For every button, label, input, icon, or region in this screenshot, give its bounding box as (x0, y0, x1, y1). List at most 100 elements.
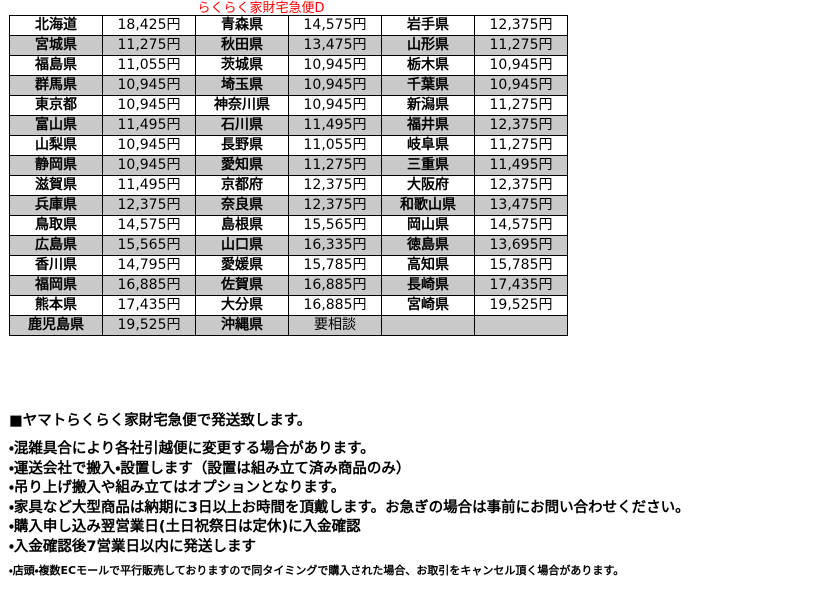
table-cell-price: 12,375円 (288, 195, 382, 216)
note-item: ・混雑具合により各社引越便に変更する場合があります。 (9, 441, 375, 457)
table-cell-prefecture: 千葉県 (381, 75, 475, 96)
table-cell-prefecture: 奈良県 (195, 195, 289, 216)
table-cell-price: 12,375円 (474, 15, 568, 36)
table-cell-prefecture: 埼玉県 (195, 75, 289, 96)
table-cell-prefecture: 和歌山県 (381, 195, 475, 216)
table-cell-price: 16,885円 (102, 275, 196, 296)
table-cell-prefecture: 京都府 (195, 175, 289, 196)
table-cell-price: 12,375円 (288, 175, 382, 196)
table-cell-prefecture: 広島県 (9, 235, 103, 256)
table-cell-prefecture: 福井県 (381, 115, 475, 136)
table-cell-price: 14,575円 (288, 15, 382, 36)
table-cell-prefecture: 鹿児島県 (9, 315, 103, 336)
table-row: 福岡県 16,885円 佐賀県 16,885円 長崎県 17,435円 (9, 275, 568, 296)
table-cell-price: 11,495円 (102, 115, 196, 136)
table-cell-prefecture: 愛知県 (195, 155, 289, 176)
table-cell-prefecture: 青森県 (195, 15, 289, 36)
table-cell-price: 11,495円 (102, 175, 196, 196)
table-cell-prefecture: 新潟県 (381, 95, 475, 116)
table-cell-prefecture: 栃木県 (381, 55, 475, 76)
table-cell-price: 16,335円 (288, 235, 382, 256)
table-cell-price: 14,795円 (102, 255, 196, 276)
table-cell-price: 10,945円 (474, 55, 568, 76)
table-cell-price: 13,475円 (288, 35, 382, 56)
table-cell-price: 16,885円 (288, 275, 382, 296)
table-cell-prefecture: 島根県 (195, 215, 289, 236)
table-cell-price: 10,945円 (288, 95, 382, 116)
table-cell-price: 12,375円 (474, 175, 568, 196)
table-row: 山梨県 10,945円 長野県 11,055円 岐阜県 11,275円 (9, 135, 568, 156)
table-cell-prefecture: 岡山県 (381, 215, 475, 236)
table-row: 熊本県 17,435円 大分県 16,885円 宮崎県 19,525円 (9, 295, 568, 316)
table-cell-price: 11,275円 (288, 155, 382, 176)
table-row: 鳥取県 14,575円 島根県 15,565円 岡山県 14,575円 (9, 215, 568, 236)
table-row: 広島県 15,565円 山口県 16,335円 徳島県 13,695円 (9, 235, 568, 256)
shipping-notes: ■ヤマトらくらく家財宅急便で発送致します。 ・混雑具合により各社引越便に変更する… (9, 410, 809, 589)
table-cell-prefecture: 福岡県 (9, 275, 103, 296)
note-item: ・吊り上げ搬入や組み立てはオプションとなります。 (9, 480, 346, 496)
table-cell-price: 10,945円 (102, 135, 196, 156)
table-cell-prefecture: 高知県 (381, 255, 475, 276)
table-cell-prefecture: 群馬県 (9, 75, 103, 96)
notes-heading: ■ヤマトらくらく家財宅急便で発送致します。 (9, 413, 312, 429)
table-row: 福島県 11,055円 茨城県 10,945円 栃木県 10,945円 (9, 55, 568, 76)
table-row: 北海道 18,425円 青森県 14,575円 岩手県 12,375円 (9, 15, 568, 36)
table-cell-price: 12,375円 (474, 115, 568, 136)
table-row: 香川県 14,795円 愛媛県 15,785円 高知県 15,785円 (9, 255, 568, 276)
table-cell-price: 11,275円 (474, 35, 568, 56)
table-cell-price: 10,945円 (102, 75, 196, 96)
table-cell-price: 11,055円 (288, 135, 382, 156)
table-cell-prefecture: 兵庫県 (9, 195, 103, 216)
note-item: ・運送会社で搬入・設置します（設置は組み立て済み商品のみ） (9, 460, 411, 477)
table-cell-prefecture: 徳島県 (381, 235, 475, 256)
notes-list: ・混雑具合により各社引越便に変更する場合があります。・運送会社で搬入・設置します… (9, 440, 809, 557)
table-row: 東京都 10,945円 神奈川県 10,945円 新潟県 11,275円 (9, 95, 568, 116)
table-cell-prefecture: 香川県 (9, 255, 103, 276)
table-cell-prefecture: 福島県 (9, 55, 103, 76)
table-row: 滋賀県 11,495円 京都府 12,375円 大阪府 12,375円 (9, 175, 568, 196)
note-item: ・家具など大型商品は納期に3日以上お時間を頂戴します。お急ぎの場合は事前にお問い… (9, 499, 690, 516)
table-cell-prefecture: 山形県 (381, 35, 475, 56)
table-cell-prefecture: 石川県 (195, 115, 289, 136)
table-cell-prefecture: 鳥取県 (9, 215, 103, 236)
table-cell-price: 10,945円 (288, 75, 382, 96)
table-cell-price: 15,785円 (474, 255, 568, 276)
table-row: 静岡県 10,945円 愛知県 11,275円 三重県 11,495円 (9, 155, 568, 176)
table-cell-prefecture: 岐阜県 (381, 135, 475, 156)
table-cell-prefecture: 長崎県 (381, 275, 475, 296)
table-cell-price: 15,785円 (288, 255, 382, 276)
table-cell-prefecture: 長野県 (195, 135, 289, 156)
table-cell-prefecture: 大阪府 (381, 175, 475, 196)
table-cell-prefecture: 三重県 (381, 155, 475, 176)
note-item: ・購入申し込み翌営業日(土日祝祭日は定休)に入金確認 (9, 519, 361, 535)
table-cell-empty (381, 315, 475, 336)
table-cell-prefecture: 沖縄県 (195, 315, 289, 336)
table-cell-price: 10,945円 (102, 155, 196, 176)
table-cell-price: 11,275円 (474, 135, 568, 156)
table-cell-prefecture: 愛媛県 (195, 255, 289, 276)
table-cell-price: 要相談 (288, 315, 382, 336)
table-cell-price: 10,945円 (474, 75, 568, 96)
table-cell-price: 11,275円 (102, 35, 196, 56)
table-cell-prefecture: 山口県 (195, 235, 289, 256)
shipping-fee-table-body: 北海道 18,425円 青森県 14,575円 岩手県 12,375円 宮城県 11,275円… (9, 15, 568, 336)
table-row: 兵庫県 12,375円 奈良県 12,375円 和歌山県 13,475円 (9, 195, 568, 216)
table-cell-prefecture: 滋賀県 (9, 175, 103, 196)
table-cell-prefecture: 山梨県 (9, 135, 103, 156)
table-cell-prefecture: 佐賀県 (195, 275, 289, 296)
table-cell-prefecture: 静岡県 (9, 155, 103, 176)
table-cell-price: 17,435円 (474, 275, 568, 296)
table-cell-price: 13,475円 (474, 195, 568, 216)
table-cell-price: 10,945円 (102, 95, 196, 116)
shipping-fee-table: 北海道 18,425円 青森県 14,575円 岩手県 12,375円 宮城県 11,275円… (9, 15, 568, 336)
table-cell-prefecture: 茨城県 (195, 55, 289, 76)
table-row: 宮城県 11,275円 秋田県 13,475円 山形県 11,275円 (9, 35, 568, 56)
table-cell-price: 14,575円 (474, 215, 568, 236)
table-cell-price: 11,495円 (474, 155, 568, 176)
table-cell-prefecture: 岩手県 (381, 15, 475, 36)
table-cell-price: 11,495円 (288, 115, 382, 136)
table-row: 鹿児島県 19,525円 沖縄県 要相談 (9, 315, 568, 336)
table-cell-price: 19,525円 (102, 315, 196, 336)
table-cell-price: 15,565円 (288, 215, 382, 236)
table-cell-price: 11,055円 (102, 55, 196, 76)
